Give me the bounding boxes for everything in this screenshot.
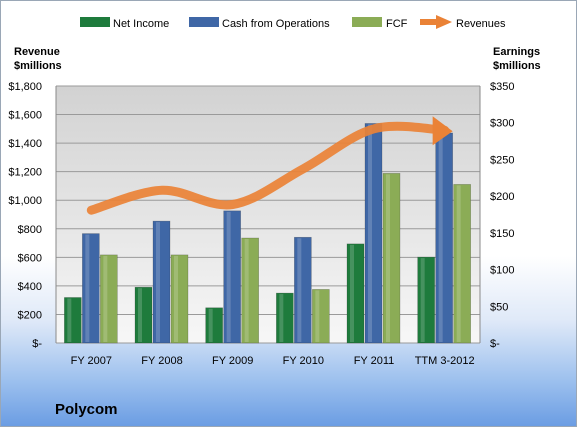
bar-net-income-ttm-3-2012 bbox=[417, 256, 435, 344]
left-tick-label: $800 bbox=[18, 224, 42, 236]
bar-fcf-fy-2007 bbox=[100, 254, 118, 344]
left-tick-label: $400 bbox=[18, 281, 42, 293]
revenue-line-arrowhead bbox=[432, 116, 453, 146]
left-tick-label: $1,600 bbox=[8, 110, 42, 122]
bar-highlight bbox=[350, 244, 354, 342]
right-tick-label: $- bbox=[490, 338, 500, 350]
bar-highlight bbox=[279, 294, 284, 342]
bar-highlight bbox=[420, 258, 425, 342]
revenue-point-fy-2011 bbox=[374, 128, 375, 129]
legend: Net Income Cash from Operations FCF Reve… bbox=[80, 15, 506, 30]
legend-swatch-revenues bbox=[420, 15, 452, 29]
bar-highlight bbox=[456, 185, 461, 342]
legend-swatch-fcf bbox=[352, 17, 382, 27]
right-axis-title-line2: $millions bbox=[493, 60, 541, 72]
legend-label-cash-from-operations: Cash from Operations bbox=[222, 18, 330, 30]
legend-label-revenues: Revenues bbox=[456, 18, 506, 30]
left-axis-title-line2: $millions bbox=[14, 60, 62, 72]
bar-highlight bbox=[174, 255, 178, 342]
right-axis-title-line1: Earnings bbox=[493, 46, 540, 58]
category-label-ttm-3-2012: TTM 3-2012 bbox=[415, 355, 475, 367]
bar-cash-from-operations-fy-2008 bbox=[152, 220, 171, 344]
bar-highlight bbox=[226, 211, 231, 342]
bar-highlight bbox=[67, 298, 72, 342]
revenue-line-path bbox=[86, 121, 450, 215]
bar-net-income-fy-2010 bbox=[276, 292, 294, 344]
right-tick-label: $300 bbox=[490, 118, 514, 130]
bar-net-income-fy-2008 bbox=[134, 286, 153, 344]
left-tick-label: $- bbox=[32, 338, 42, 350]
right-tick-label: $50 bbox=[490, 301, 508, 313]
right-tick-label: $200 bbox=[490, 191, 514, 203]
right-tick-label: $150 bbox=[490, 228, 514, 240]
bar-net-income-fy-2007 bbox=[64, 297, 82, 344]
right-tick-label: $250 bbox=[490, 154, 514, 166]
category-label-fy-2010: FY 2010 bbox=[283, 355, 324, 367]
left-tick-label: $600 bbox=[18, 252, 42, 264]
left-tick-label: $1,800 bbox=[8, 81, 42, 93]
bar-highlight bbox=[438, 133, 443, 342]
bar-cash-from-operations-fy-2009 bbox=[223, 210, 241, 344]
revenue-point-fy-2009 bbox=[232, 204, 233, 205]
bar-fcf-fy-2008 bbox=[170, 254, 189, 344]
left-tick-label: $1,000 bbox=[8, 195, 42, 207]
category-label-fy-2008: FY 2008 bbox=[141, 355, 182, 367]
left-tick-label: $200 bbox=[18, 309, 42, 321]
revenue-point-ttm-3-2012 bbox=[444, 130, 445, 131]
bar-series bbox=[64, 123, 471, 344]
right-tick-label: $100 bbox=[490, 265, 514, 277]
left-axis-title-line1: Revenue bbox=[14, 46, 60, 58]
legend-swatch-net-income bbox=[80, 17, 110, 27]
bar-fcf-fy-2011 bbox=[382, 173, 401, 344]
revenue-point-fy-2008 bbox=[162, 190, 163, 191]
company-name: Polycom bbox=[55, 401, 118, 418]
bar-highlight bbox=[244, 238, 249, 342]
bar-highlight bbox=[103, 255, 108, 342]
bar-fcf-ttm-3-2012 bbox=[453, 184, 471, 344]
legend-label-net-income: Net Income bbox=[113, 18, 169, 30]
bar-highlight bbox=[386, 174, 390, 342]
left-tick-label: $1,200 bbox=[8, 167, 42, 179]
right-tick-label: $350 bbox=[490, 81, 514, 93]
category-label-fy-2007: FY 2007 bbox=[71, 355, 112, 367]
legend-label-fcf: FCF bbox=[386, 18, 408, 30]
bar-highlight bbox=[315, 290, 320, 342]
revenue-point-fy-2010 bbox=[303, 168, 304, 169]
bar-cash-from-operations-fy-2011 bbox=[364, 123, 383, 344]
bar-fcf-fy-2010 bbox=[312, 289, 330, 344]
bar-highlight bbox=[297, 238, 302, 342]
category-label-fy-2009: FY 2009 bbox=[212, 355, 253, 367]
bar-highlight bbox=[208, 308, 213, 342]
bar-cash-from-operations-ttm-3-2012 bbox=[435, 132, 453, 344]
revenue-point-fy-2007 bbox=[91, 210, 92, 211]
revenue-line bbox=[86, 116, 453, 215]
axis-ticks: $- $200 $400 $600 $800 $1,000 $1,200 $1,400 $1,6… bbox=[8, 81, 514, 367]
bar-highlight bbox=[368, 124, 372, 342]
bar-net-income-fy-2011 bbox=[346, 243, 365, 344]
bar-cash-from-operations-fy-2007 bbox=[82, 233, 100, 344]
legend-swatch-cash-from-operations bbox=[189, 17, 219, 27]
bar-highlight bbox=[138, 288, 142, 342]
left-tick-label: $1,400 bbox=[8, 138, 42, 150]
bar-cash-from-operations-fy-2010 bbox=[294, 236, 312, 344]
bar-net-income-fy-2009 bbox=[205, 307, 223, 344]
bar-highlight bbox=[85, 234, 90, 342]
bar-fcf-fy-2009 bbox=[241, 237, 259, 344]
category-label-fy-2011: FY 2011 bbox=[354, 355, 395, 367]
bar-highlight bbox=[156, 222, 160, 342]
